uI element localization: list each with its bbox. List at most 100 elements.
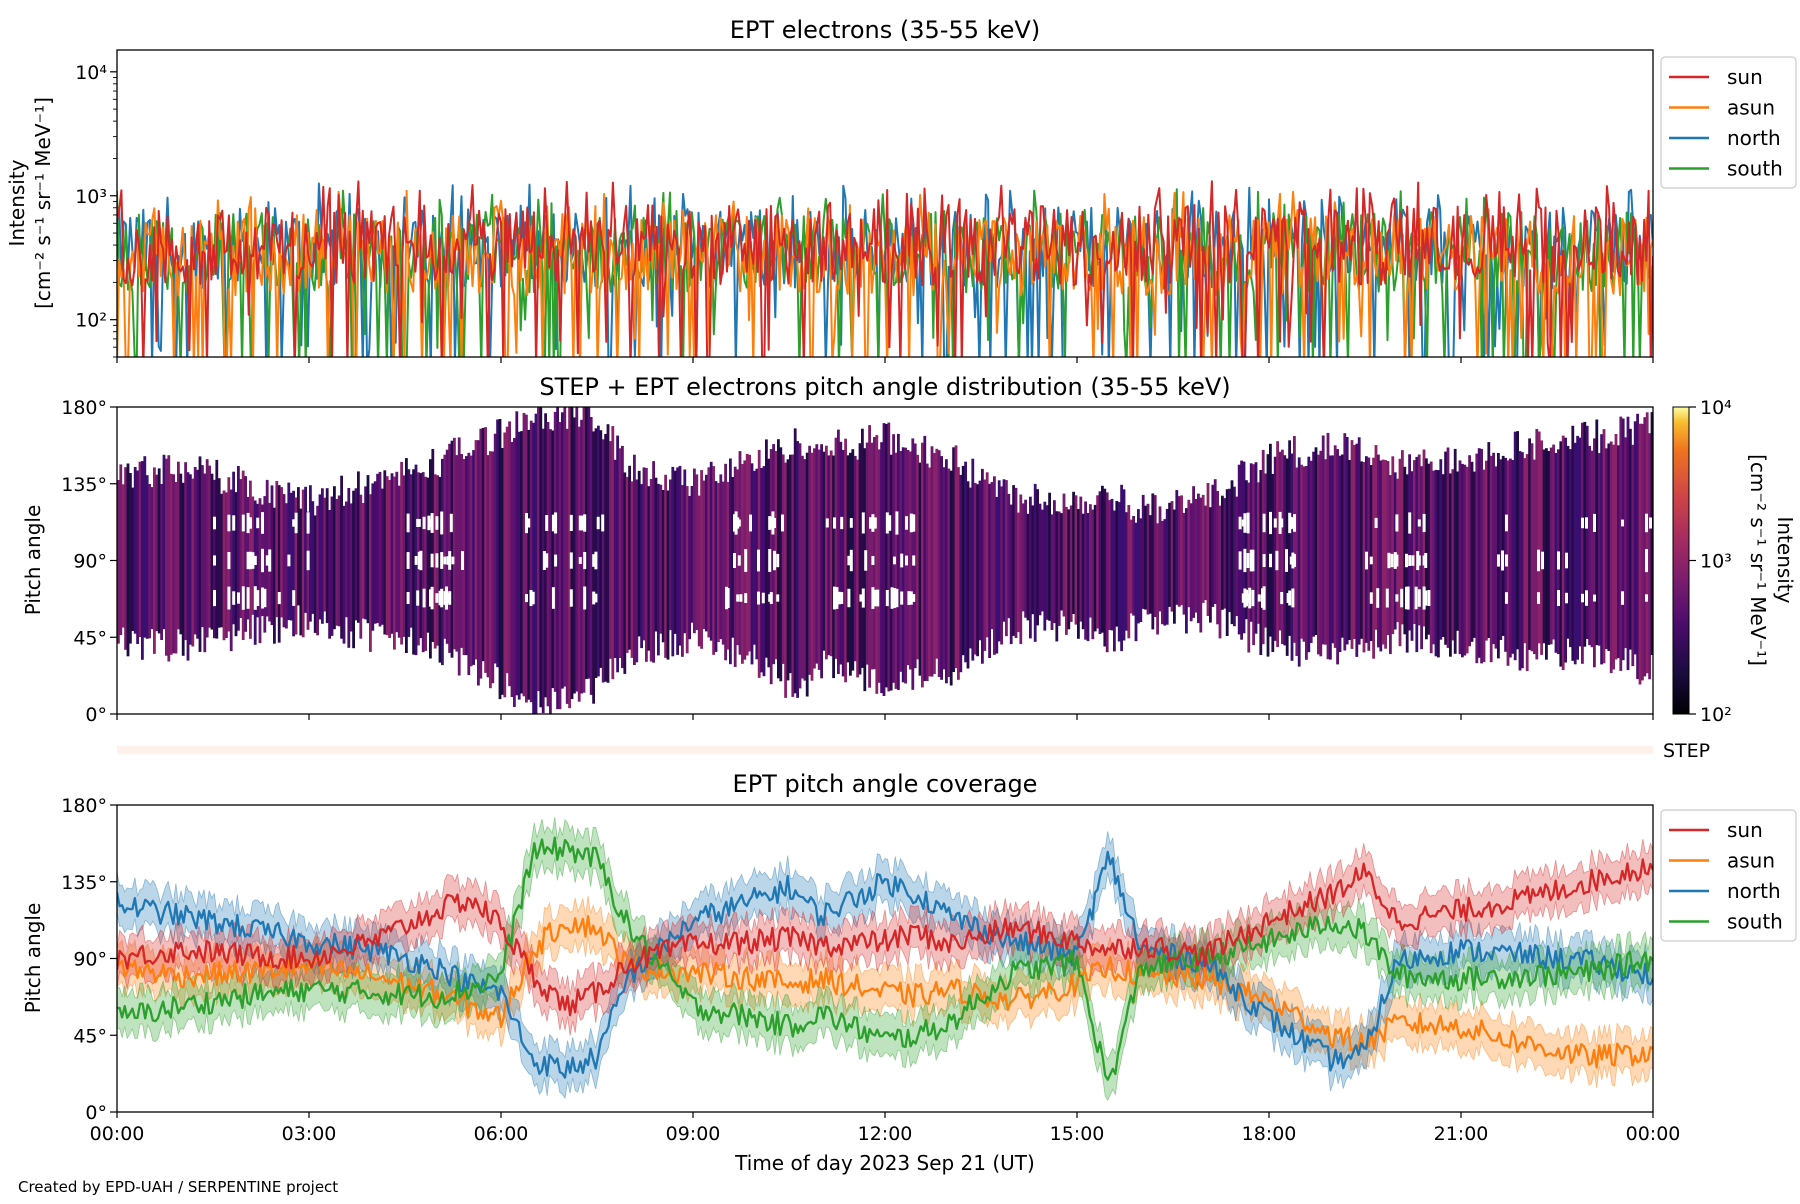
heatmap-gap — [256, 517, 260, 529]
heatmap-column — [1240, 460, 1243, 640]
heatmap-column — [155, 474, 159, 632]
heatmap-column — [621, 445, 624, 669]
heatmap-column — [558, 422, 562, 710]
heatmap-column — [1413, 460, 1416, 624]
y-tick-label: 135° — [61, 474, 107, 496]
heatmap-gap — [435, 553, 439, 568]
heatmap-gap — [406, 552, 410, 569]
heatmap-gap — [430, 513, 434, 533]
heatmap-column — [457, 437, 461, 676]
heatmap-column — [505, 426, 509, 674]
heatmap-column — [822, 451, 826, 651]
heatmap-column — [1482, 469, 1486, 663]
heatmap-column — [793, 428, 797, 694]
heatmap-column — [1355, 443, 1359, 657]
heatmap-column — [1499, 459, 1503, 640]
heatmap-gap — [1238, 551, 1242, 570]
heatmap-column — [1168, 502, 1171, 607]
heatmap-column — [217, 478, 221, 628]
heatmap-column — [193, 467, 197, 635]
heatmap-column — [587, 407, 591, 679]
heatmap-gap — [1269, 553, 1272, 568]
heatmap-gap — [1245, 589, 1248, 607]
heatmap-column — [606, 424, 610, 683]
heatmap-gap — [768, 594, 772, 602]
heatmap-column — [1353, 445, 1356, 639]
x-tick-label: 00:00 — [1626, 1123, 1681, 1145]
heatmap-column — [1581, 422, 1584, 664]
heatmap-gap — [1422, 586, 1426, 610]
heatmap-column — [1014, 487, 1018, 638]
heatmap-column — [1643, 417, 1647, 677]
heatmap-column — [1050, 514, 1054, 630]
heatmap-column — [282, 494, 286, 628]
heatmap-column — [1319, 450, 1323, 657]
x-tick-label: 18:00 — [1242, 1123, 1297, 1145]
y-tick-label: 45° — [73, 627, 107, 649]
x-tick-label: 09:00 — [666, 1123, 721, 1145]
heatmap-gap — [768, 516, 772, 530]
heatmap-column — [1576, 435, 1579, 660]
heatmap-column — [1033, 483, 1037, 642]
heatmap-gap — [213, 590, 216, 607]
heatmap-column — [1019, 494, 1023, 645]
heatmap-gap — [213, 555, 216, 566]
heatmap-gap — [1400, 588, 1404, 608]
heatmap-gap — [583, 514, 587, 532]
heatmap-gap — [1416, 551, 1420, 571]
heatmap-column — [817, 449, 821, 670]
heatmap-column — [1494, 466, 1498, 649]
heatmap-column — [1463, 464, 1467, 656]
x-tick-label: 03:00 — [282, 1123, 337, 1145]
y-tick-label: 180° — [61, 397, 107, 419]
heatmap-column — [1377, 454, 1380, 648]
legend-frame — [1660, 809, 1797, 942]
heatmap-column — [465, 456, 468, 656]
heatmap-gap — [1249, 549, 1253, 572]
heatmap-column — [889, 454, 893, 691]
heatmap-column — [1470, 461, 1474, 642]
heatmap-gap — [890, 587, 894, 609]
heatmap-column — [589, 417, 593, 695]
heatmap-column — [1048, 492, 1051, 621]
heatmap-column — [1199, 497, 1203, 633]
heatmap-column — [395, 471, 399, 633]
heatmap-gap — [1414, 586, 1418, 610]
colorbar-ticks: 10² 10³ 10⁴ — [1689, 397, 1732, 726]
heatmap-column — [378, 471, 382, 627]
heatmap-column — [1475, 453, 1479, 664]
heatmap-column — [873, 437, 876, 670]
heatmap-column — [969, 487, 972, 649]
heatmap-column — [645, 468, 648, 662]
heatmap-gap — [1501, 550, 1504, 571]
heatmap-column — [990, 482, 994, 630]
heatmap-column — [837, 429, 840, 674]
heatmap-gap — [1369, 592, 1373, 604]
heatmap-column — [959, 474, 963, 673]
heatmap-column — [189, 474, 192, 645]
heatmap-column — [220, 493, 223, 628]
heatmap-column — [702, 480, 706, 630]
heatmap-column — [1211, 484, 1215, 607]
heatmap-gap — [1649, 517, 1652, 529]
heatmap-gap — [1293, 554, 1296, 567]
heatmap-column — [1631, 444, 1635, 667]
heatmap-column — [981, 468, 984, 664]
heatmap-column — [515, 411, 519, 696]
heatmap-column — [781, 454, 785, 664]
heatmap-gap — [268, 549, 272, 572]
legend-label-north: north — [1727, 126, 1781, 150]
heatmap-column — [1530, 443, 1534, 652]
x-tick-label: 06:00 — [474, 1123, 529, 1145]
heatmap-column — [1379, 460, 1383, 652]
heatmap-gap — [1585, 517, 1588, 529]
series-line-south — [117, 836, 1653, 1081]
heatmap-column — [810, 452, 814, 681]
heatmap-column — [455, 455, 459, 652]
heatmap-column — [976, 484, 979, 657]
heatmap-gap — [757, 549, 760, 572]
heatmap-column — [345, 501, 348, 618]
heatmap-gap — [725, 586, 728, 610]
heatmap-column — [510, 441, 514, 697]
heatmap-column — [1295, 467, 1299, 656]
